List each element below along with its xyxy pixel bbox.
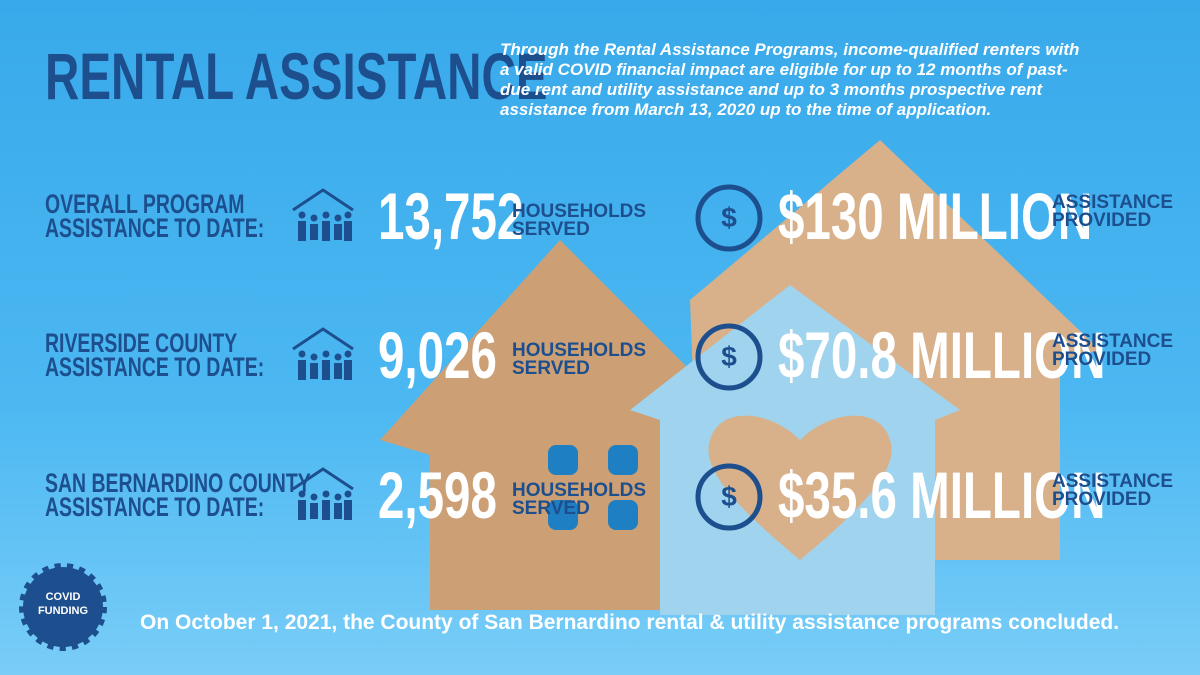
roof <box>292 188 354 212</box>
row-label: ASSISTANCE TO DATE: <box>45 492 265 522</box>
badge-line: FUNDING <box>37 605 89 617</box>
window <box>608 500 638 530</box>
person-head <box>298 350 306 358</box>
person-head <box>322 211 330 219</box>
person-body <box>344 221 352 241</box>
person-body <box>322 500 330 520</box>
person-head <box>344 490 352 498</box>
person-body <box>334 224 342 240</box>
description: Through the Rental Assistance Programs, … <box>500 40 1079 120</box>
person-head <box>310 353 318 361</box>
person-head <box>322 350 330 358</box>
person-head <box>310 214 318 222</box>
dollar-circle <box>695 463 763 531</box>
row-label: ASSISTANCE TO DATE: <box>45 352 265 382</box>
dollar-sign: $ <box>721 202 737 233</box>
amount: $35.6 MILLION <box>778 458 1106 532</box>
badge-line: COVID <box>45 591 81 603</box>
description-line: a valid COVID financial impact are eligi… <box>500 60 1068 79</box>
person-body <box>344 360 352 380</box>
window <box>608 445 638 475</box>
heart <box>708 415 892 560</box>
amount: $130 MILLION <box>778 179 1093 253</box>
description-line: due rent and utility assistance and up t… <box>500 80 1043 99</box>
amount-label: ASSISTANCE <box>1052 331 1174 352</box>
roof <box>292 327 354 351</box>
window <box>548 500 578 530</box>
covid-badge <box>19 563 107 651</box>
person-head <box>298 490 306 498</box>
row-label: OVERALL PROGRAM <box>45 189 245 219</box>
person-head <box>334 493 342 501</box>
households-label: HOUSEHOLDS <box>512 201 647 222</box>
households-label: SERVED <box>512 358 590 379</box>
footer: On October 1, 2021, the County of San Be… <box>140 611 1120 634</box>
person-head <box>310 493 318 501</box>
dollar-circle <box>695 323 763 391</box>
dollar-icon: $ <box>695 323 763 391</box>
person-body <box>298 221 306 241</box>
dollar-circle <box>695 184 763 252</box>
households-label: SERVED <box>512 498 590 519</box>
amount-label: PROVIDED <box>1052 489 1152 510</box>
dollar-sign: $ <box>721 341 737 372</box>
person-body <box>334 503 342 519</box>
person-body <box>298 360 306 380</box>
description-line: assistance from March 13, 2020 up to the… <box>500 100 992 119</box>
dollar-sign: $ <box>721 481 737 512</box>
person-body <box>310 503 318 519</box>
person-head <box>322 490 330 498</box>
amount-label: ASSISTANCE <box>1052 192 1174 213</box>
person-body <box>310 224 318 240</box>
amount: $70.8 MILLION <box>778 318 1106 392</box>
person-head <box>334 214 342 222</box>
households-count: 9,026 <box>378 318 497 392</box>
person-body <box>344 500 352 520</box>
households-label: SERVED <box>512 219 590 240</box>
person-body <box>322 360 330 380</box>
person-head <box>344 350 352 358</box>
amount-label: ASSISTANCE <box>1052 471 1174 492</box>
person-body <box>298 500 306 520</box>
row-label: RIVERSIDE COUNTY <box>45 328 238 358</box>
dollar-icon: $ <box>695 184 763 252</box>
window <box>548 445 578 475</box>
households-count: 13,752 <box>378 179 524 253</box>
description-line: Through the Rental Assistance Programs, … <box>500 40 1080 59</box>
households-label: HOUSEHOLDS <box>512 480 647 501</box>
households-label: HOUSEHOLDS <box>512 340 647 361</box>
badge-text: COVID FUNDING <box>38 590 88 618</box>
family-icon <box>292 327 354 380</box>
row-label: SAN BERNARDINO COUNTY <box>45 468 311 498</box>
amount-label: PROVIDED <box>1052 210 1152 231</box>
person-head <box>334 353 342 361</box>
amount-label: PROVIDED <box>1052 349 1152 370</box>
row-label: ASSISTANCE TO DATE: <box>45 213 265 243</box>
title: RENTAL ASSISTANCE <box>45 39 548 113</box>
roof <box>292 467 354 491</box>
person-body <box>310 363 318 379</box>
households-count: 2,598 <box>378 458 497 532</box>
dollar-icon: $ <box>695 463 763 531</box>
person-body <box>334 363 342 379</box>
family-icon <box>292 467 354 520</box>
person-body <box>322 221 330 241</box>
person-head <box>298 211 306 219</box>
family-icon <box>292 188 354 241</box>
person-head <box>344 211 352 219</box>
